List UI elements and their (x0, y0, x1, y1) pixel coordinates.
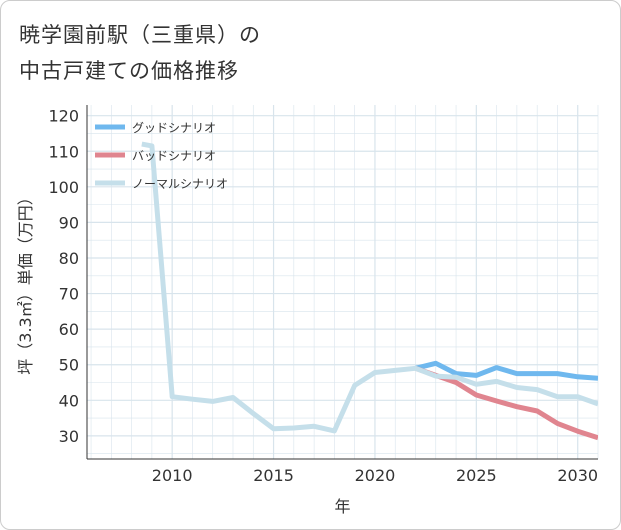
x-tick-label: 2010 (152, 466, 193, 485)
y-tick-label: 120 (48, 107, 79, 126)
y-tick-label: 30 (59, 427, 79, 446)
y-tick-label: 50 (59, 356, 79, 375)
y-tick-label: 40 (59, 391, 79, 410)
series-line-2 (141, 141, 598, 434)
y-tick-label: 90 (59, 213, 79, 232)
y-tick-label: 60 (59, 320, 79, 339)
chart-title: 暁学園前駅（三重県）の 中古戸建ての価格推移 (19, 17, 261, 89)
plot-frame (86, 105, 598, 460)
y-tick-label: 110 (48, 142, 79, 161)
x-tick-label: 2020 (355, 466, 396, 485)
series-lines (141, 141, 598, 441)
series-line-0 (414, 360, 598, 381)
legend-label: グッドシナリオ (132, 121, 216, 135)
y-tick-label: 100 (48, 178, 79, 197)
y-axis-title: 坪（3.3㎡）単価（万円） (16, 189, 35, 374)
x-tick-label: 2030 (557, 466, 598, 485)
tick-labels: 30 40 50 60 70 80 90 100 110 120 2010 2015 2020 2025 2… (48, 107, 598, 485)
x-tick-label: 2025 (456, 466, 497, 485)
legend-label: バッドシナリオ (132, 149, 216, 163)
y-tick-label: 70 (59, 285, 79, 304)
y-tick-label: 80 (59, 249, 79, 268)
x-axis-title: 年 (334, 497, 350, 516)
x-tick-label: 2015 (253, 466, 294, 485)
title-line-1: 暁学園前駅（三重県）の (19, 23, 261, 47)
title-line-2: 中古戸建ての価格推移 (19, 59, 239, 83)
legend-label: ノーマルシナリオ (132, 177, 228, 191)
